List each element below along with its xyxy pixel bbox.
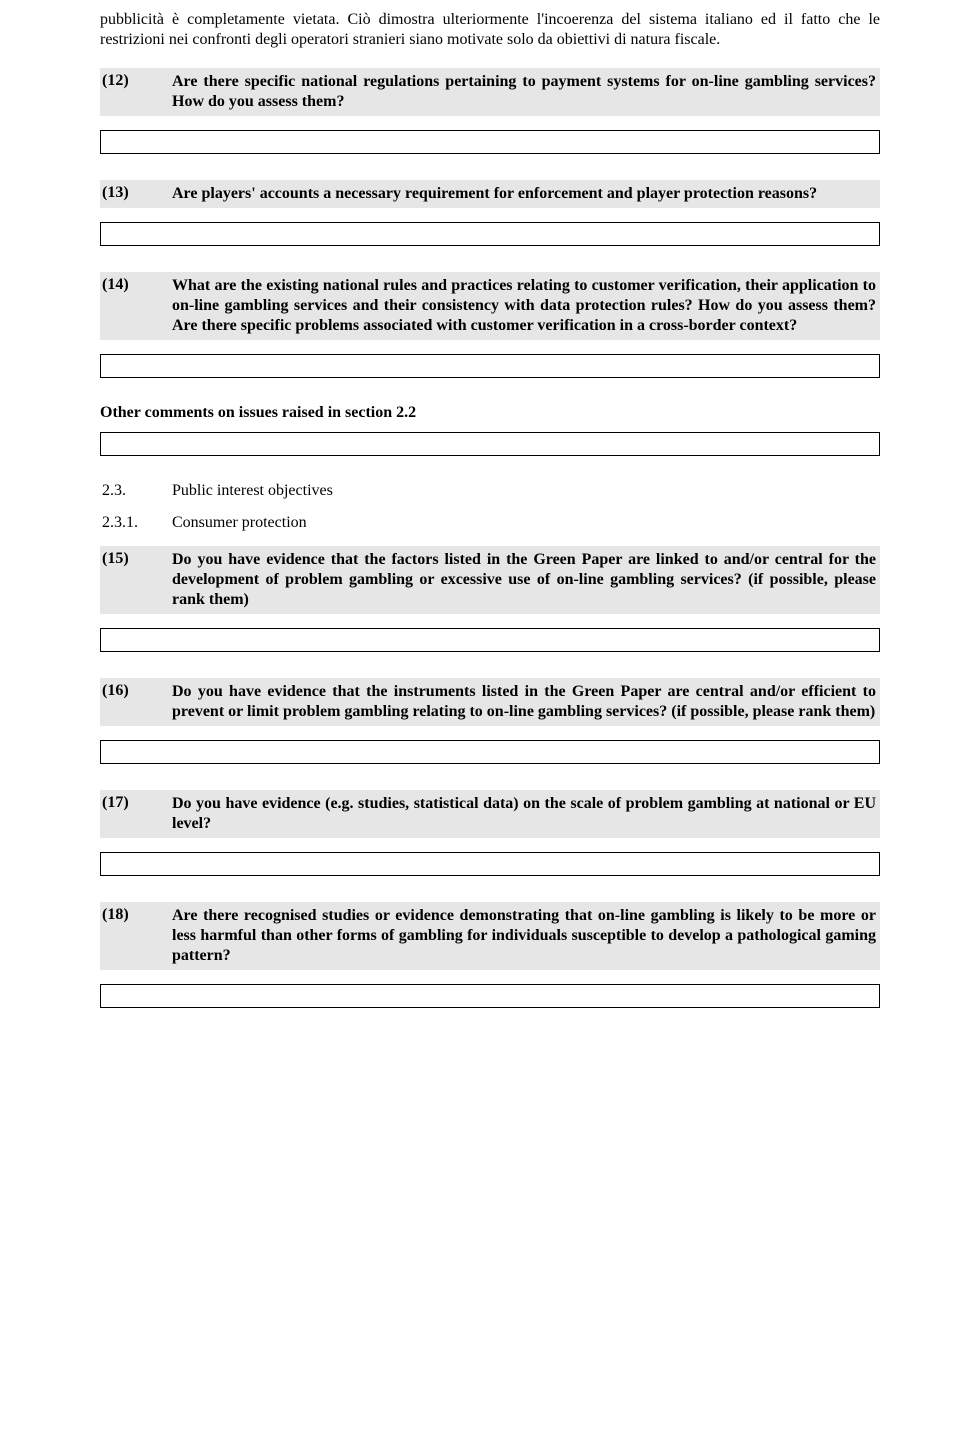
question-number: (16) [100,678,172,726]
question-number: (17) [100,790,172,838]
answer-box-18[interactable] [100,984,880,1008]
question-text: Are there recognised studies or evidence… [172,902,880,970]
question-text: Do you have evidence that the instrument… [172,678,880,726]
question-13: (13) Are players' accounts a necessary r… [100,180,880,208]
question-number: (13) [100,180,172,208]
question-12: (12) Are there specific national regulat… [100,68,880,116]
answer-box-12[interactable] [100,130,880,154]
question-number: (15) [100,546,172,614]
section-number: 2.3. [100,482,172,500]
document-page: pubblicità è completamente vietata. Ciò … [0,0,960,1038]
answer-box-other[interactable] [100,432,880,456]
section-2-3: 2.3. Public interest objectives [100,482,880,500]
question-14: (14) What are the existing national rule… [100,272,880,340]
answer-box-14[interactable] [100,354,880,378]
question-15: (15) Do you have evidence that the facto… [100,546,880,614]
section-number: 2.3.1. [100,514,172,532]
question-17: (17) Do you have evidence (e.g. studies,… [100,790,880,838]
section-title: Consumer protection [172,514,880,532]
question-number: (18) [100,902,172,970]
question-text: Are there specific national regulations … [172,68,880,116]
other-comments-heading: Other comments on issues raised in secti… [100,404,880,422]
question-text: Do you have evidence (e.g. studies, stat… [172,790,880,838]
answer-box-17[interactable] [100,852,880,876]
question-18: (18) Are there recognised studies or evi… [100,902,880,970]
answer-box-13[interactable] [100,222,880,246]
answer-box-15[interactable] [100,628,880,652]
question-16: (16) Do you have evidence that the instr… [100,678,880,726]
answer-box-16[interactable] [100,740,880,764]
question-text: What are the existing national rules and… [172,272,880,340]
section-title: Public interest objectives [172,482,880,500]
intro-paragraph: pubblicità è completamente vietata. Ciò … [100,10,880,50]
question-text: Do you have evidence that the factors li… [172,546,880,614]
question-number: (14) [100,272,172,340]
question-number: (12) [100,68,172,116]
question-text: Are players' accounts a necessary requir… [172,180,880,208]
section-2-3-1: 2.3.1. Consumer protection [100,514,880,532]
